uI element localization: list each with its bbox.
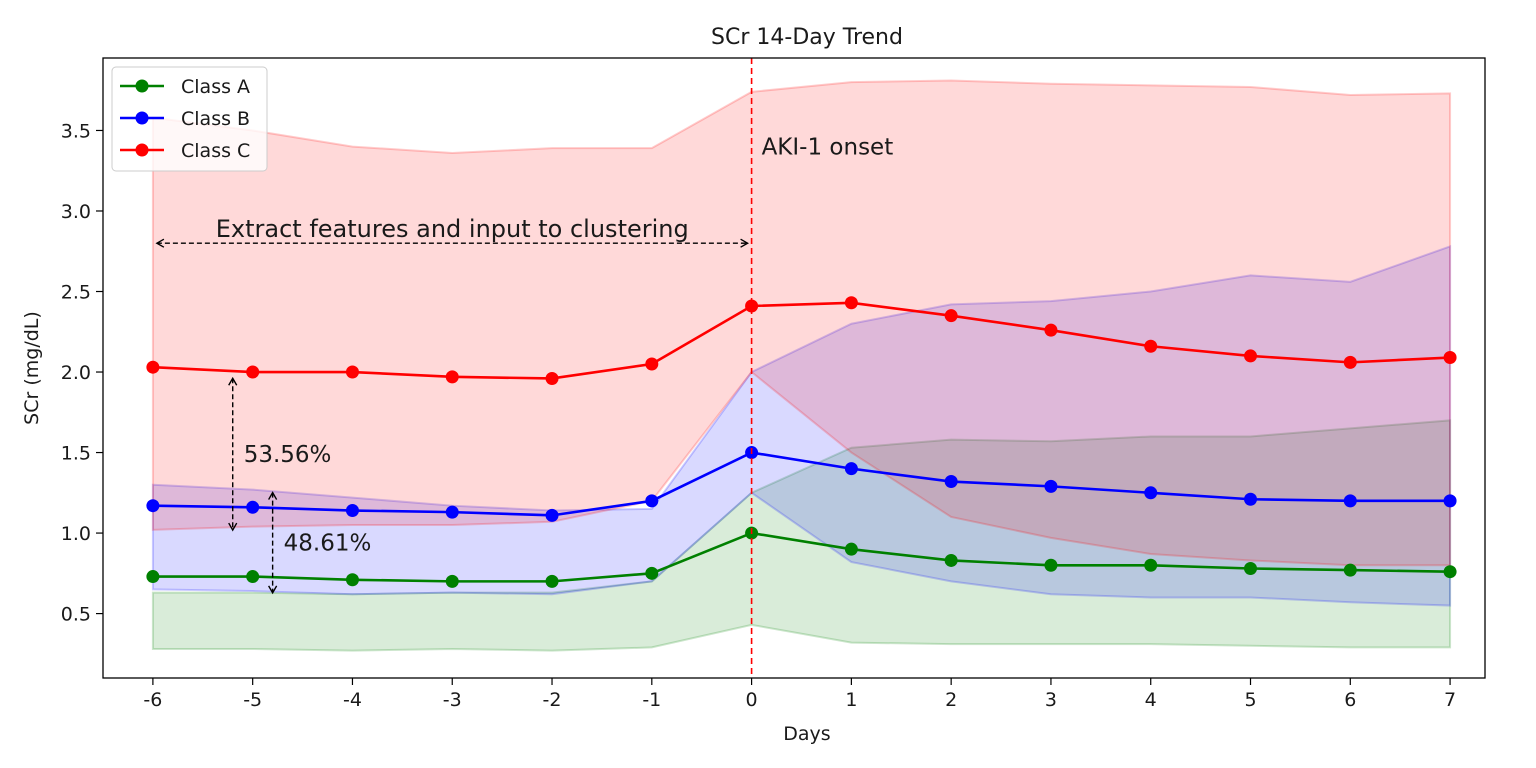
data-point [1044,479,1058,493]
data-point [246,570,260,584]
data-point [1144,486,1158,500]
data-point [944,309,958,323]
legend: Class A Class B Class C [111,66,268,172]
data-point [1044,558,1058,572]
data-point [1343,355,1357,369]
data-point [345,573,359,587]
data-point [345,504,359,518]
data-point [545,574,559,588]
pct1-label: 53.56% [244,442,332,468]
data-point [1244,349,1258,363]
data-point [745,299,759,313]
data-point [944,553,958,567]
data-point [1343,563,1357,577]
x-tick-label: 3 [1045,689,1057,711]
series-line-3 [152,301,1451,380]
data-point [645,566,659,580]
series-line-1 [152,531,1451,583]
band-1 [151,419,1452,652]
data-point [345,365,359,379]
x-tick-label: 2 [945,689,957,711]
data-point [146,570,160,584]
data-point [445,574,459,588]
legend-marker-2 [135,111,149,125]
x-axis-label: Days [783,723,830,745]
annotations: AKI-1 onset Extract features and input to… [155,58,894,678]
legend-box [111,66,268,172]
data-point [645,357,659,371]
data-point [246,365,260,379]
data-point [1343,494,1357,508]
x-tick-label: -3 [443,689,462,711]
data-point [545,508,559,522]
data-point [1244,561,1258,575]
legend-label-2: Class B [181,108,250,130]
data-point [1443,494,1457,508]
data-point [944,475,958,489]
x-tick-label: 7 [1444,689,1456,711]
x-tick-label: 0 [746,689,758,711]
band-2 [151,244,1452,607]
data-point [1443,565,1457,579]
chart-title: SCr 14-Day Trend [711,25,903,50]
legend-label-1: Class A [181,76,250,98]
y-axis-ticks: 0.5 1.0 1.5 2.0 2.5 3.0 3.5 [61,120,103,626]
data-point [1443,351,1457,365]
data-point [844,296,858,310]
data-point [445,505,459,519]
data-point [1044,323,1058,337]
data-point [1144,558,1158,572]
x-tick-label: -4 [343,689,362,711]
y-axis-label: SCr (mg/dL) [21,311,43,425]
data-point [1144,339,1158,353]
plot-frame [102,57,1486,679]
x-tick-label: -1 [642,689,661,711]
onset-label: AKI-1 onset [762,135,894,161]
x-tick-label: -6 [143,689,162,711]
data-point [545,371,559,385]
pct2-label: 48.61% [284,531,372,557]
data-point [645,494,659,508]
y-tick-label: 3.5 [61,120,91,142]
data-point [246,500,260,514]
x-tick-label: 5 [1244,689,1256,711]
data-point [445,370,459,384]
y-tick-label: 2.5 [61,282,91,304]
legend-marker-3 [135,143,149,157]
series-line-2 [152,451,1451,517]
y-tick-label: 1.5 [61,443,91,465]
legend-label-3: Class C [181,140,250,162]
legend-marker-1 [135,79,149,93]
data-point [1244,492,1258,506]
data-point [844,542,858,556]
x-tick-label: 1 [845,689,857,711]
extract-label: Extract features and input to clustering [216,215,689,243]
x-tick-label: 6 [1344,689,1356,711]
x-tick-label: 4 [1145,689,1157,711]
x-axis-ticks: -6 -5 -4 -3 -2 -1 0 1 2 3 4 5 6 7 [143,678,1456,711]
data-point [146,499,160,513]
y-tick-label: 1.0 [61,523,91,545]
series-lines [146,296,1457,588]
confidence-bands [151,79,1452,652]
y-tick-label: 2.0 [61,362,91,384]
x-tick-label: -5 [243,689,262,711]
data-point [146,360,160,374]
y-tick-label: 0.5 [61,604,91,626]
y-tick-label: 3.0 [61,201,91,223]
data-point [844,462,858,476]
x-tick-label: -2 [543,689,562,711]
